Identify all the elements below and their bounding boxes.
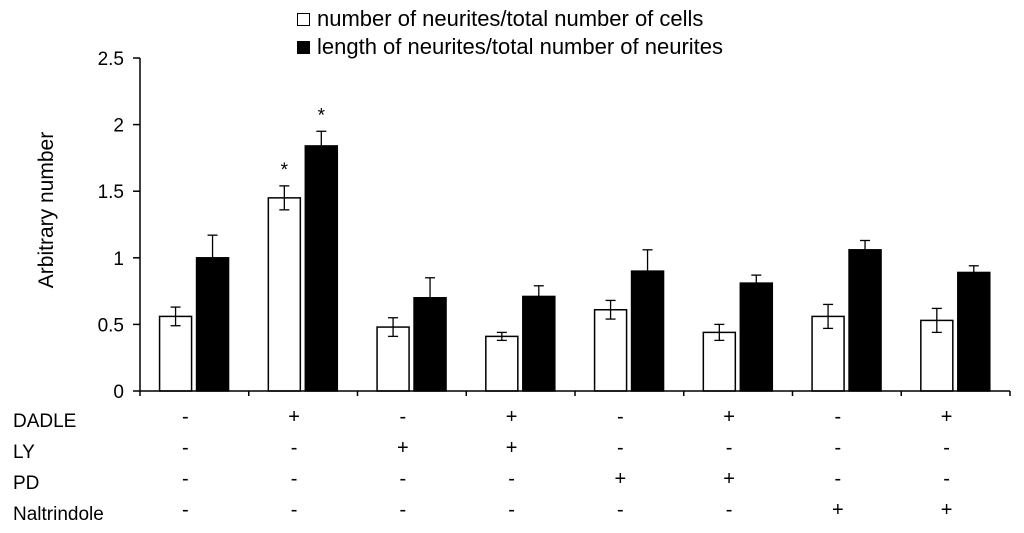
treatment-cell: -	[291, 468, 298, 490]
y-tick-label: 1.5	[98, 182, 124, 203]
bar-neurite-length	[413, 297, 447, 392]
treatment-cell: -	[182, 468, 189, 490]
y-tick-label: 2	[113, 116, 124, 137]
legend-label-neurite-count: number of neurites/total number of cells	[317, 6, 704, 31]
legend-item-neurite-count: number of neurites/total number of cells	[297, 6, 703, 32]
bar-neurite-count	[267, 197, 302, 392]
bar-neurite-count	[485, 335, 519, 392]
significance-star: *	[318, 105, 326, 126]
treatment-cell: +	[723, 468, 735, 490]
treatment-cell: -	[835, 468, 842, 490]
bar-neurite-length	[195, 257, 230, 392]
bar-neurite-length	[848, 249, 882, 392]
y-tick-label: 0	[113, 382, 124, 403]
treatment-cell: +	[723, 406, 735, 428]
treatment-cell: +	[506, 406, 518, 428]
row-label-ly: LY	[13, 442, 35, 463]
bar-neurite-length	[957, 271, 991, 392]
treatment-cell: -	[943, 437, 950, 459]
bar-neurite-length	[739, 282, 774, 392]
treatment-cell: +	[288, 406, 300, 428]
treatment-cell: -	[617, 406, 624, 428]
treatment-cell: -	[400, 499, 407, 521]
treatment-cell: +	[397, 437, 409, 459]
bar-neurite-count	[593, 308, 628, 392]
y-tick-label: 2.5	[98, 49, 124, 70]
legend-swatch-filled	[297, 40, 310, 54]
row-label-pd: PD	[13, 473, 40, 494]
legend-swatch-open	[297, 12, 310, 26]
y-tick-label: 1	[113, 249, 124, 270]
row-label-dadle: DADLE	[13, 411, 77, 432]
treatment-cell: -	[617, 437, 624, 459]
treatment-cell: -	[508, 499, 515, 521]
row-label-naltrindole: Naltrindole	[13, 504, 104, 525]
bar-neurite-count	[702, 331, 737, 392]
significance-star: *	[281, 160, 289, 181]
bar-neurite-count	[376, 326, 410, 392]
treatment-cell: -	[508, 468, 515, 490]
treatment-cell: -	[617, 499, 624, 521]
treatment-cell: -	[943, 468, 950, 490]
treatment-cell: +	[941, 499, 953, 521]
treatment-cell: +	[941, 406, 953, 428]
treatment-cell: +	[506, 437, 518, 459]
legend-label-neurite-length: length of neurites/total number of neuri…	[317, 34, 724, 59]
treatment-cell: -	[835, 437, 842, 459]
bar-neurite-count	[158, 315, 193, 392]
bar-neurite-length	[304, 145, 339, 392]
y-axis-title: Arbitrary number	[35, 131, 58, 289]
legend-item-neurite-length: length of neurites/total number of neuri…	[297, 34, 723, 60]
bar-neurite-length	[522, 295, 556, 392]
treatment-cell: +	[615, 468, 627, 490]
treatment-cell: +	[832, 499, 844, 521]
y-tick-label: 0.5	[98, 315, 124, 336]
treatment-cell: -	[291, 437, 298, 459]
treatment-cell: -	[835, 406, 842, 428]
bar-neurite-length	[630, 270, 665, 392]
treatment-cell: -	[400, 406, 407, 428]
treatment-cell: -	[726, 499, 733, 521]
treatment-cell: -	[182, 406, 189, 428]
treatment-cell: -	[291, 499, 298, 521]
treatment-cell: -	[182, 437, 189, 459]
treatment-cell: -	[400, 468, 407, 490]
treatment-cell: -	[182, 499, 189, 521]
treatment-cell: -	[726, 437, 733, 459]
